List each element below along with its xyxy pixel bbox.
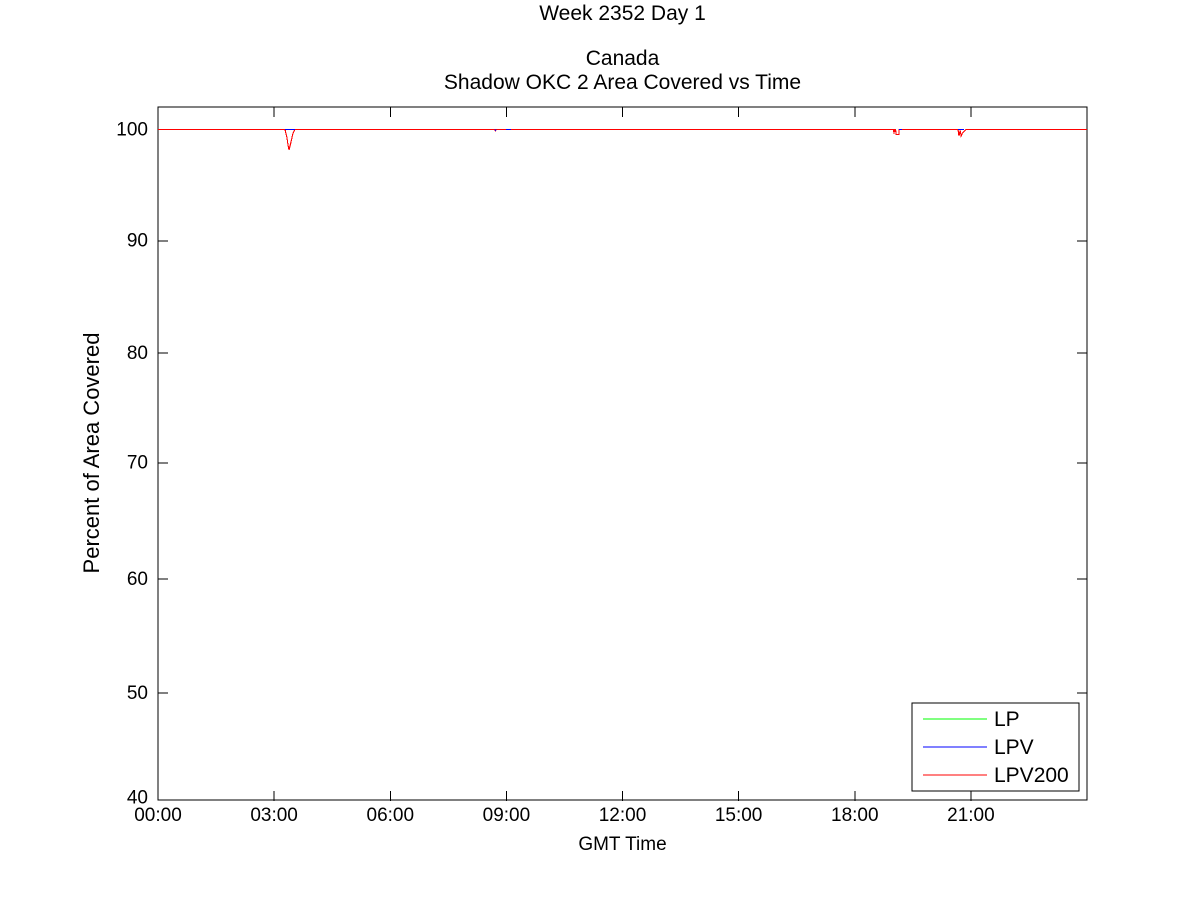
svg-text:60: 60 bbox=[127, 569, 148, 590]
svg-text:90: 90 bbox=[127, 231, 148, 252]
svg-text:12:00: 12:00 bbox=[599, 805, 647, 826]
svg-text:70: 70 bbox=[127, 453, 148, 474]
svg-text:LPV: LPV bbox=[994, 736, 1034, 759]
svg-text:50: 50 bbox=[127, 683, 148, 704]
svg-text:80: 80 bbox=[127, 343, 148, 364]
svg-text:09:00: 09:00 bbox=[483, 805, 531, 826]
svg-text:21:00: 21:00 bbox=[947, 805, 995, 826]
svg-text:15:00: 15:00 bbox=[715, 805, 763, 826]
svg-text:Percent of Area Covered: Percent of Area Covered bbox=[79, 333, 104, 574]
svg-text:18:00: 18:00 bbox=[831, 805, 879, 826]
svg-text:LPV200: LPV200 bbox=[994, 764, 1069, 787]
svg-text:LP: LP bbox=[994, 708, 1020, 731]
svg-text:03:00: 03:00 bbox=[250, 805, 298, 826]
svg-text:100: 100 bbox=[116, 120, 148, 141]
svg-text:GMT Time: GMT Time bbox=[578, 834, 666, 855]
svg-text:40: 40 bbox=[127, 788, 148, 809]
svg-text:06:00: 06:00 bbox=[367, 805, 415, 826]
